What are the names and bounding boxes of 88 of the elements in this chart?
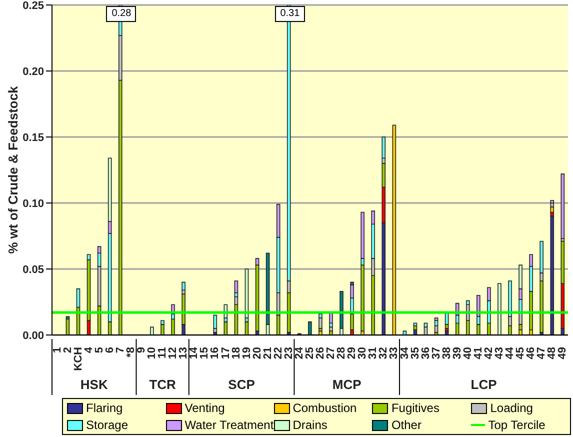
x-tick-label: 22 (272, 347, 284, 360)
x-tick-label: 10 (146, 347, 158, 360)
x-tick-label: 45 (514, 347, 527, 360)
y-tick-label: 0.20 (22, 66, 44, 78)
text: LCP (470, 377, 498, 392)
x-tick-label: 30 (356, 347, 369, 360)
x-tick-label: 9 (136, 347, 148, 354)
y-tick-label: 0.25 (22, 0, 44, 12)
bar (182, 282, 186, 291)
x-tick-label: 20 (251, 347, 264, 360)
x-tick-label: 6 (104, 347, 116, 354)
x-tick-label: 11 (156, 347, 169, 359)
y-tick-label: 0.00 (22, 330, 44, 342)
x-tick-label: 26 (314, 347, 327, 360)
x-tick-label: 4 (82, 346, 95, 354)
x-tick-label: 32 (378, 347, 390, 360)
x-tick-label: 38 (440, 347, 453, 360)
x-tick-label: 34 (398, 346, 411, 360)
bar (150, 326, 154, 335)
legend-label: Combustion (292, 401, 357, 415)
x-tick-label: 5 (93, 347, 106, 354)
legend-label: Other (391, 418, 422, 432)
x-tick-label: 7 (114, 347, 126, 354)
x-tick-label: 39 (451, 347, 464, 360)
legend-label: Storage (86, 418, 128, 432)
y-tick-label: 0.05 (22, 264, 44, 276)
annotation: 0.31 (274, 6, 305, 22)
legend-label: Fugitives (391, 401, 440, 415)
x-tick-label: 27 (325, 347, 338, 360)
x-tick-label: 37 (430, 347, 442, 360)
x-tick-label: 25 (304, 347, 316, 360)
text: SCP (228, 377, 256, 392)
x-tick-label: 14 (188, 346, 200, 360)
x-tick-label: 2 (62, 347, 74, 354)
x-tick-label: 44 (504, 346, 516, 360)
bar (560, 174, 565, 240)
bar (550, 216, 554, 335)
bar (234, 280, 238, 294)
bar (498, 283, 502, 335)
legend-label: Loading (490, 401, 533, 415)
legend-label: Drains (292, 418, 328, 432)
y-tick-label: 0.15 (22, 132, 44, 144)
legend-label: Venting (184, 401, 225, 415)
x-tick-label: 49 (556, 347, 569, 360)
y-tick-label: 0.10 (22, 198, 44, 210)
x-tick-label: 19 (240, 347, 253, 360)
bar (318, 317, 322, 329)
legend-label: Water Treatment (184, 418, 274, 432)
x-tick-label: 46 (525, 347, 538, 360)
x-tick-label: KCH (72, 346, 84, 371)
x-tick-label: 47 (536, 347, 548, 360)
x-tick-label: 15 (198, 347, 211, 360)
x-tick-label: 48 (546, 347, 558, 360)
x-tick-label: 43 (494, 347, 506, 360)
x-tick-label: 21 (262, 347, 274, 360)
bar (329, 326, 333, 332)
x-tick-label: 36 (420, 347, 432, 360)
x-tick-label: 13 (178, 347, 190, 360)
bar (413, 322, 418, 326)
x-tick-label: *8 (124, 347, 137, 358)
x-tick-label: 42 (483, 347, 496, 360)
bar (550, 200, 554, 204)
x-tick-label: 41 (472, 347, 484, 360)
x-tick-label: 31 (367, 347, 380, 360)
bar (308, 321, 312, 335)
x-tick-label: 28 (336, 347, 348, 360)
text: TCR (149, 377, 177, 392)
bar (213, 314, 218, 329)
annotation: 0.28 (106, 6, 136, 22)
x-tick-label: 12 (167, 347, 180, 360)
x-tick-label: 1 (51, 347, 64, 354)
x-tick-label: 35 (409, 347, 422, 360)
x-tick-label: 23 (282, 347, 295, 360)
bar (171, 318, 175, 335)
y-axis-title: % wt of Crude & Feedstock (6, 85, 21, 254)
x-tick-label: 18 (230, 347, 242, 360)
x-tick-label: 17 (220, 347, 232, 360)
x-tick-label: 40 (462, 347, 474, 360)
bar (160, 324, 164, 335)
text: HSK (80, 377, 108, 392)
legend-label: Top Tercile (488, 418, 546, 432)
x-tick-label: 24 (293, 346, 306, 360)
x-tick-label: 29 (346, 347, 358, 360)
text: MCP (332, 377, 362, 392)
x-tick-label: 16 (209, 347, 222, 360)
x-tick-label: 33 (388, 347, 400, 360)
legend-label: Flaring (86, 401, 123, 415)
bar (392, 124, 396, 335)
